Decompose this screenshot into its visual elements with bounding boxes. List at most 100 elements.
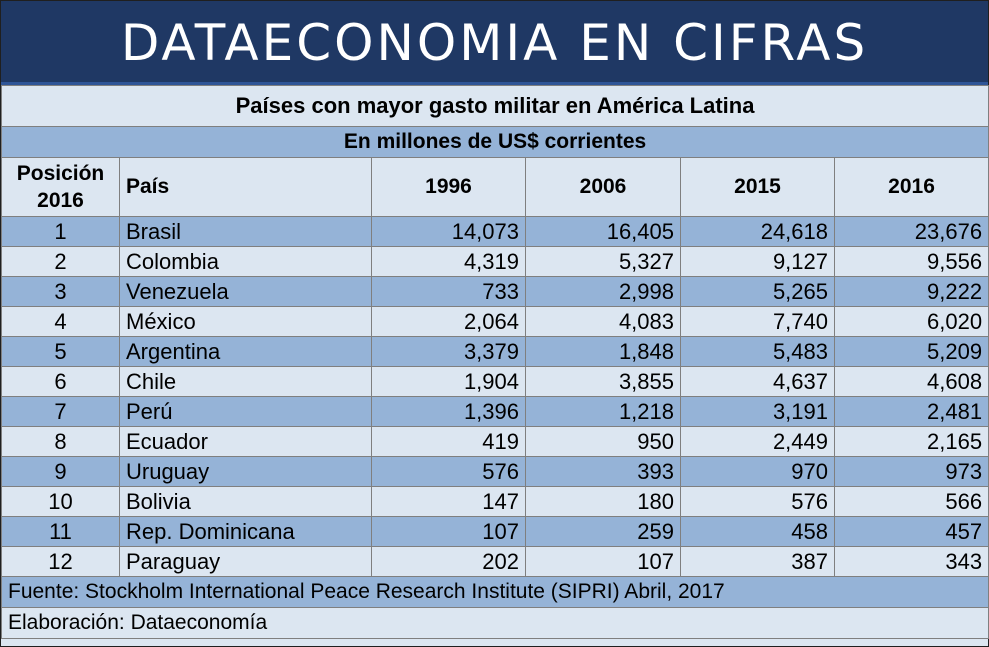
value-2015-cell: 4,637 (680, 366, 835, 397)
table-row: 3 Venezuela 733 2,998 5,265 9,222 (1, 276, 989, 307)
value-2015-cell: 3,191 (680, 396, 835, 427)
country-cell: Venezuela (119, 276, 372, 307)
value-2015-cell: 970 (680, 456, 835, 487)
header-2015: 2015 (680, 157, 835, 217)
header-2006: 2006 (525, 157, 681, 217)
header-position-line2: 2016 (37, 189, 84, 212)
value-1996-cell: 1,904 (371, 366, 526, 397)
value-2016-cell: 4,608 (833, 366, 989, 397)
value-2006-cell: 107 (525, 546, 681, 577)
table-row: 1 Brasil 14,073 16,405 24,618 23,676 (1, 216, 989, 247)
header-position: Posición 2016 (1, 157, 120, 217)
country-cell: Bolivia (119, 486, 372, 517)
value-2016-cell: 6,020 (833, 306, 989, 337)
header-country: País (119, 157, 372, 217)
table-row: 6 Chile 1,904 3,855 4,637 4,608 (1, 366, 989, 397)
country-cell: Brasil (119, 216, 372, 247)
value-2016-cell: 343 (833, 546, 989, 577)
value-1996-cell: 733 (371, 276, 526, 307)
header-2016: 2016 (833, 157, 989, 217)
rank-cell: 7 (1, 396, 120, 427)
table-title-row: Países con mayor gasto militar en Améric… (0, 85, 989, 127)
value-2006-cell: 16,405 (525, 216, 681, 247)
value-1996-cell: 576 (371, 456, 526, 487)
value-2006-cell: 3,855 (525, 366, 681, 397)
value-2015-cell: 5,265 (680, 276, 835, 307)
table-row: 11 Rep. Dominicana 107 259 458 457 (1, 516, 989, 547)
country-cell: Uruguay (119, 456, 372, 487)
value-1996-cell: 147 (371, 486, 526, 517)
value-2016-cell: 5,209 (833, 336, 989, 367)
value-2015-cell: 7,740 (680, 306, 835, 337)
rank-cell: 12 (1, 546, 120, 577)
value-2016-cell: 457 (833, 516, 989, 547)
value-2015-cell: 2,449 (680, 426, 835, 457)
value-2015-cell: 458 (680, 516, 835, 547)
value-2015-cell: 24,618 (680, 216, 835, 247)
country-cell: Chile (119, 366, 372, 397)
value-2016-cell: 23,676 (833, 216, 989, 247)
header-position-line1: Posición (16, 162, 105, 185)
table-row: 7 Perú 1,396 1,218 3,191 2,481 (1, 396, 989, 427)
value-2006-cell: 4,083 (525, 306, 681, 337)
country-cell: Perú (119, 396, 372, 427)
value-1996-cell: 107 (371, 516, 526, 547)
table-row: 2 Colombia 4,319 5,327 9,127 9,556 (1, 246, 989, 277)
table-subtitle-row: En millones de US$ corrientes (0, 126, 989, 158)
value-2016-cell: 9,222 (833, 276, 989, 307)
value-2016-cell: 566 (833, 486, 989, 517)
rank-cell: 11 (1, 516, 120, 547)
table-title: Países con mayor gasto militar en Améric… (0, 85, 989, 127)
country-cell: Colombia (119, 246, 372, 277)
country-cell: Rep. Dominicana (119, 516, 372, 547)
credit-note: Elaboración: Dataeconomía (0, 607, 989, 639)
value-1996-cell: 4,319 (371, 246, 526, 277)
rank-cell: 1 (1, 216, 120, 247)
value-1996-cell: 2,064 (371, 306, 526, 337)
value-2016-cell: 2,481 (833, 396, 989, 427)
value-2015-cell: 387 (680, 546, 835, 577)
military-spending-table: Países con mayor gasto militar en Améric… (0, 85, 989, 639)
value-2006-cell: 1,218 (525, 396, 681, 427)
value-2015-cell: 9,127 (680, 246, 835, 277)
table-subtitle: En millones de US$ corrientes (0, 126, 989, 158)
value-1996-cell: 202 (371, 546, 526, 577)
value-2006-cell: 393 (525, 456, 681, 487)
table-row: 4 México 2,064 4,083 7,740 6,020 (1, 306, 989, 337)
value-1996-cell: 1,396 (371, 396, 526, 427)
value-2015-cell: 5,483 (680, 336, 835, 367)
value-2006-cell: 950 (525, 426, 681, 457)
country-cell: Argentina (119, 336, 372, 367)
header-1996: 1996 (371, 157, 526, 217)
source-note: Fuente: Stockholm International Peace Re… (0, 576, 989, 608)
rank-cell: 4 (1, 306, 120, 337)
rank-cell: 10 (1, 486, 120, 517)
rank-cell: 2 (1, 246, 120, 277)
table-row: 12 Paraguay 202 107 387 343 (1, 546, 989, 577)
value-2006-cell: 1,848 (525, 336, 681, 367)
rank-cell: 9 (1, 456, 120, 487)
table-row: 5 Argentina 3,379 1,848 5,483 5,209 (1, 336, 989, 367)
value-1996-cell: 3,379 (371, 336, 526, 367)
header-row: Posición 2016 País 1996 2006 2015 2016 (1, 157, 989, 217)
value-2015-cell: 576 (680, 486, 835, 517)
value-2006-cell: 259 (525, 516, 681, 547)
country-cell: Ecuador (119, 426, 372, 457)
table-row: 10 Bolivia 147 180 576 566 (1, 486, 989, 517)
value-2006-cell: 180 (525, 486, 681, 517)
source-row: Fuente: Stockholm International Peace Re… (0, 576, 989, 608)
value-1996-cell: 419 (371, 426, 526, 457)
country-cell: Paraguay (119, 546, 372, 577)
value-1996-cell: 14,073 (371, 216, 526, 247)
value-2006-cell: 2,998 (525, 276, 681, 307)
value-2016-cell: 973 (833, 456, 989, 487)
table-body: 1 Brasil 14,073 16,405 24,618 23,676 2 Colombia… (1, 216, 989, 577)
country-cell: México (119, 306, 372, 337)
value-2006-cell: 5,327 (525, 246, 681, 277)
table-row: 9 Uruguay 576 393 970 973 (1, 456, 989, 487)
rank-cell: 6 (1, 366, 120, 397)
banner-title: DATAECONOMIA EN CIFRAS (1, 1, 988, 85)
rank-cell: 3 (1, 276, 120, 307)
rank-cell: 8 (1, 426, 120, 457)
